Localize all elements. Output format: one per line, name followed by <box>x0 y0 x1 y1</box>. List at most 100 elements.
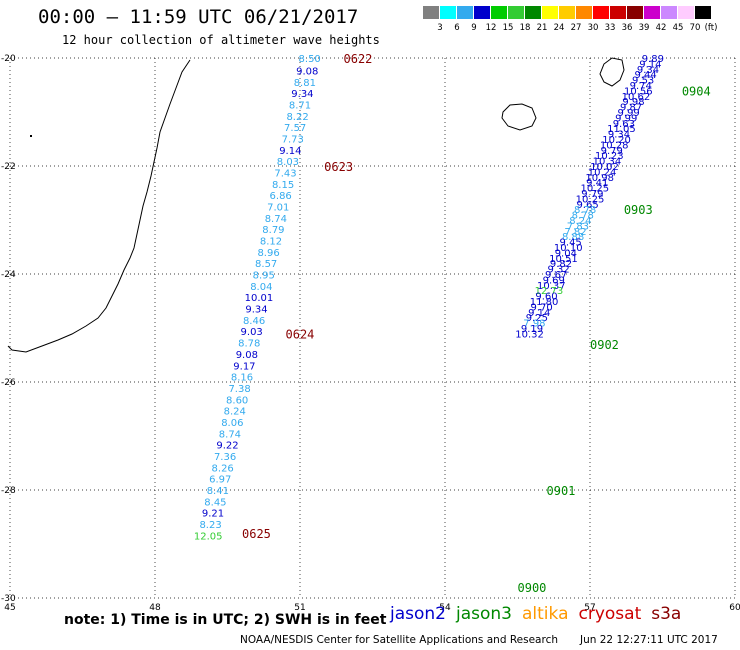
swh-value-label: 7.38 <box>228 384 250 395</box>
colorbar-swatch <box>610 6 626 19</box>
lon-tick-label: 51 <box>294 603 305 613</box>
colorbar-unit: (ft) <box>704 23 718 33</box>
swh-value-label: 9.45 <box>560 238 582 249</box>
colorbar-label: 30 <box>587 23 599 33</box>
map-title: 00:00 – 11:59 UTC 06/21/2017 <box>38 6 359 28</box>
swh-value-label: 10.02 <box>590 162 619 173</box>
swh-value-label: 9.32 <box>547 265 569 276</box>
swh-value-label: 9.19 <box>521 324 543 335</box>
lat-tick-label: -28 <box>1 486 16 496</box>
swh-value-label: 9.14 <box>279 146 301 157</box>
lat-tick-label: -26 <box>1 378 16 388</box>
time-label: 0904 <box>682 84 711 98</box>
swh-value-label: 7.36 <box>214 452 236 463</box>
swh-value-label: 8.88 <box>562 232 584 243</box>
swh-value-label: 9.04 <box>555 248 577 259</box>
swh-value-label: 6.86 <box>270 191 292 202</box>
colorbar-label: 45 <box>672 23 684 33</box>
swh-value-label: 8.16 <box>231 373 253 384</box>
swh-value-label: 8.03 <box>277 157 299 168</box>
swh-value-label: 10.32 <box>515 329 544 340</box>
swh-value-label: 8.60 <box>226 395 248 406</box>
credit-text: NOAA/NESDIS Center for Satellite Applica… <box>240 634 558 646</box>
swh-value-label: 8.50 <box>299 54 321 65</box>
time-label: 0622 <box>344 52 373 66</box>
swh-value-label: 8.46 <box>243 316 265 327</box>
swh-value-label: 10.10 <box>554 243 583 254</box>
swh-value-label: 11.80 <box>530 297 559 308</box>
swh-value-label: 9.21 <box>202 509 224 520</box>
swh-value-label: 9.08 <box>236 350 258 361</box>
swh-value-label: 10.24 <box>588 167 617 178</box>
colorbar-label: 70 <box>689 23 701 33</box>
swh-value-label: 8.22 <box>286 112 308 123</box>
swh-value-label: 9.08 <box>296 66 318 77</box>
satellite-legend: jason2 jason3 altika cryosat s3a <box>390 604 691 624</box>
swh-value-label: 7.57 <box>284 123 306 134</box>
swh-value-label: 8.95 <box>253 271 275 282</box>
swh-value-label: 10.56 <box>624 86 653 97</box>
swh-value-label: 10.98 <box>585 173 614 184</box>
swh-value-label: 10.28 <box>600 140 629 151</box>
lon-tick-label: 57 <box>584 603 595 613</box>
small-island <box>30 135 32 137</box>
swh-value-label: 9.65 <box>576 200 598 211</box>
credit-timestamp: Jun 22 12:27:11 UTC 2017 <box>580 634 718 646</box>
time-label: 0901 <box>547 484 576 498</box>
time-labels: 0622 0623 0624 0625 0904 0903 0902 0901 0900 <box>242 52 711 595</box>
swh-value-label: 8.45 <box>204 497 226 508</box>
colorbar-swatch <box>440 6 456 19</box>
swh-value-label: 7.83 <box>567 221 589 232</box>
axis-labels: 45 48 51 54 57 60 -20 -22 -24 -26 -28 -30 <box>1 54 740 613</box>
swh-value-label: 8.24 <box>569 216 591 227</box>
lat-tick-label: -30 <box>1 594 16 604</box>
swh-value-label: 9.98 <box>622 97 644 108</box>
colorbar-swatch <box>661 6 677 19</box>
colorbar-swatch <box>593 6 609 19</box>
colorbar-label: 3 <box>437 23 443 33</box>
swh-value-label: 9.99 <box>618 108 640 119</box>
colorbar-label: 36 <box>621 23 633 33</box>
time-label: 0903 <box>624 203 653 217</box>
swh-value-label: 9.99 <box>615 113 637 124</box>
satellite-legend-item: jason3 <box>456 604 512 624</box>
mauritius-island <box>599 57 625 87</box>
footer-note: note: 1) Time is in UTC; 2) SWH is in fe… <box>64 612 387 628</box>
swh-value-label: 8.78 <box>572 211 594 222</box>
swh-value-label: 8.04 <box>250 282 272 293</box>
swh-value-label: 9.60 <box>535 292 557 303</box>
time-label: 0625 <box>242 527 271 541</box>
swh-value-label: 9.34 <box>608 130 630 141</box>
swh-value-label: 9.63 <box>613 119 635 130</box>
swh-value-label: 8.12 <box>260 237 282 248</box>
colorbar-swatch <box>644 6 660 19</box>
swh-value-label: 8.96 <box>257 248 279 259</box>
swh-value-label: 10.37 <box>537 281 566 292</box>
swh-value-label: 12.73 <box>535 286 564 297</box>
colorbar-swatch <box>678 6 694 19</box>
colorbar-label: 9 <box>471 23 477 33</box>
swh-value-label: 8.57 <box>255 259 277 270</box>
colorbar-label: 27 <box>570 23 582 33</box>
swh-value-label: 9.53 <box>632 76 654 87</box>
colorbar-swatch <box>508 6 524 19</box>
colorbar-swatch <box>542 6 558 19</box>
satellite-legend-item: jason2 <box>390 604 446 624</box>
colorbar-label: 21 <box>536 23 548 33</box>
swh-value-label: 9.89 <box>642 54 664 65</box>
swh-value-label: 7.73 <box>282 134 304 145</box>
lat-tick-label: -20 <box>1 54 16 64</box>
colorbar-swatch <box>457 6 473 19</box>
satellite-legend-item: s3a <box>651 604 682 624</box>
swh-value-label: 10.25 <box>576 194 605 205</box>
swh-value-label: 9.41 <box>586 178 608 189</box>
swh-value-label: 8.78 <box>238 339 260 350</box>
time-label: 0900 <box>518 581 547 595</box>
swh-value-label: 8.06 <box>221 418 243 429</box>
swh-value-label: 10.62 <box>622 92 651 103</box>
colorbar-swatch <box>423 6 439 19</box>
swh-value-label: 8.74 <box>219 429 241 440</box>
swh-value-label: 9.70 <box>531 302 553 313</box>
swh-value-label: 10.34 <box>593 157 622 168</box>
